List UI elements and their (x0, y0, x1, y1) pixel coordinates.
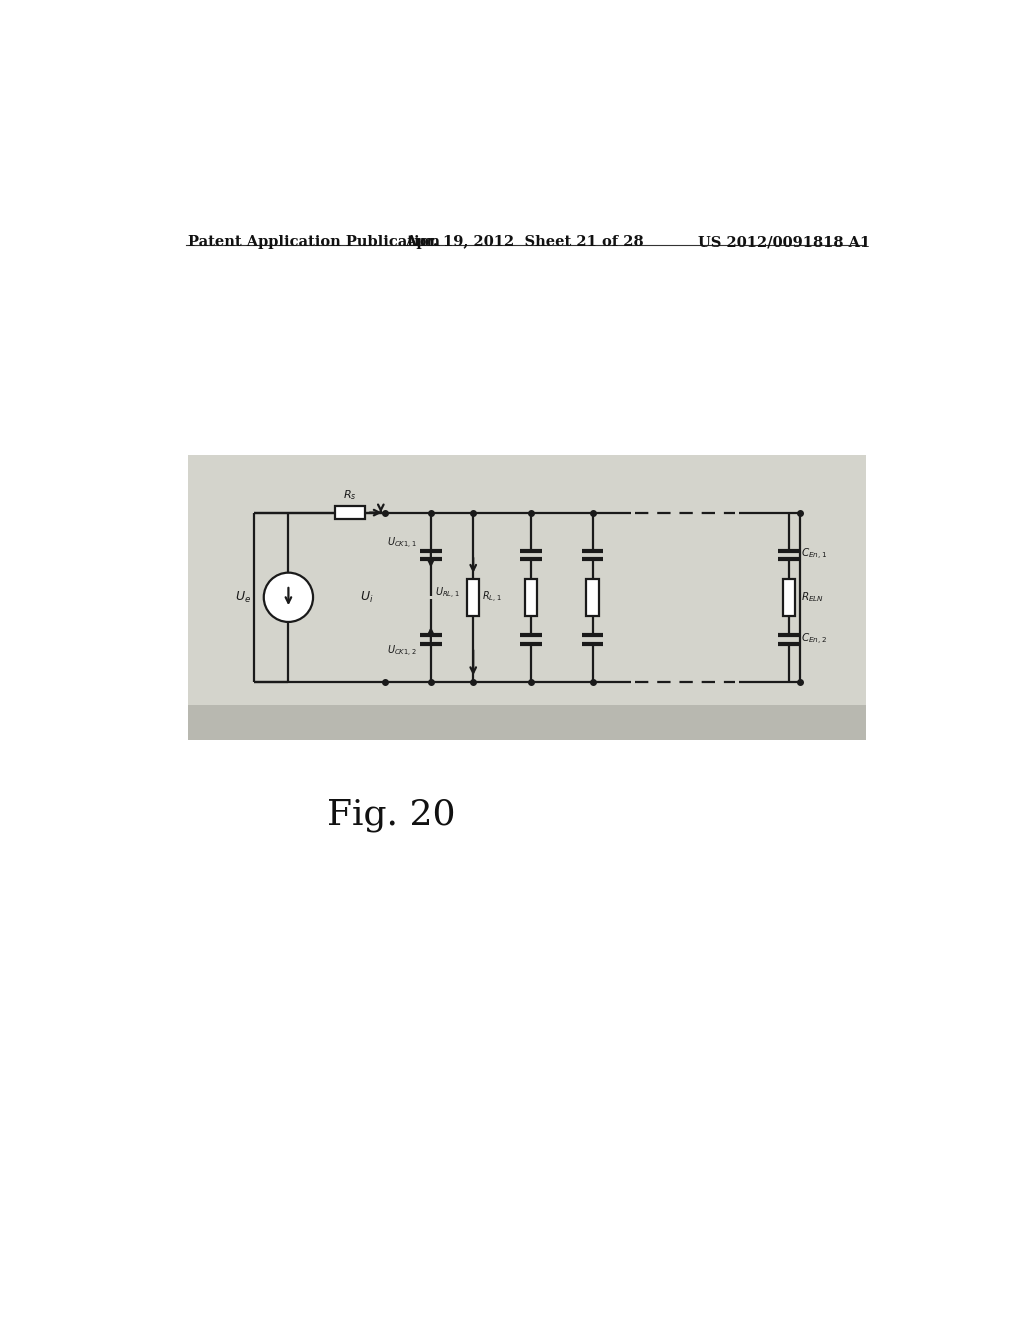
Text: $C_{En,2}$: $C_{En,2}$ (801, 632, 827, 647)
Text: $R_{ELN}$: $R_{ELN}$ (801, 590, 824, 605)
Bar (524, 578, 538, 615)
Text: US 2012/0091818 A1: US 2012/0091818 A1 (697, 235, 869, 249)
Bar (188, 455, 866, 739)
Text: $U_{CK1,2}$: $U_{CK1,2}$ (387, 644, 417, 659)
Bar (587, 578, 599, 615)
Text: $R_s$: $R_s$ (343, 488, 356, 502)
Text: Fig. 20: Fig. 20 (327, 797, 456, 832)
Circle shape (264, 573, 313, 622)
Text: Patent Application Publication: Patent Application Publication (188, 235, 440, 249)
Bar (188, 705, 866, 739)
Text: $U_{CK1,1}$: $U_{CK1,1}$ (387, 536, 417, 552)
Bar (467, 578, 479, 615)
Text: $U_e$: $U_e$ (236, 590, 252, 605)
Text: $R_{L,1}$: $R_{L,1}$ (482, 590, 502, 605)
Text: $U_i$: $U_i$ (359, 590, 373, 605)
Text: Apr. 19, 2012  Sheet 21 of 28: Apr. 19, 2012 Sheet 21 of 28 (406, 235, 644, 249)
Text: $U_{RL,1}$: $U_{RL,1}$ (434, 586, 460, 601)
Bar (336, 507, 365, 519)
Text: $C_{En,1}$: $C_{En,1}$ (801, 548, 827, 562)
Bar (782, 578, 795, 615)
